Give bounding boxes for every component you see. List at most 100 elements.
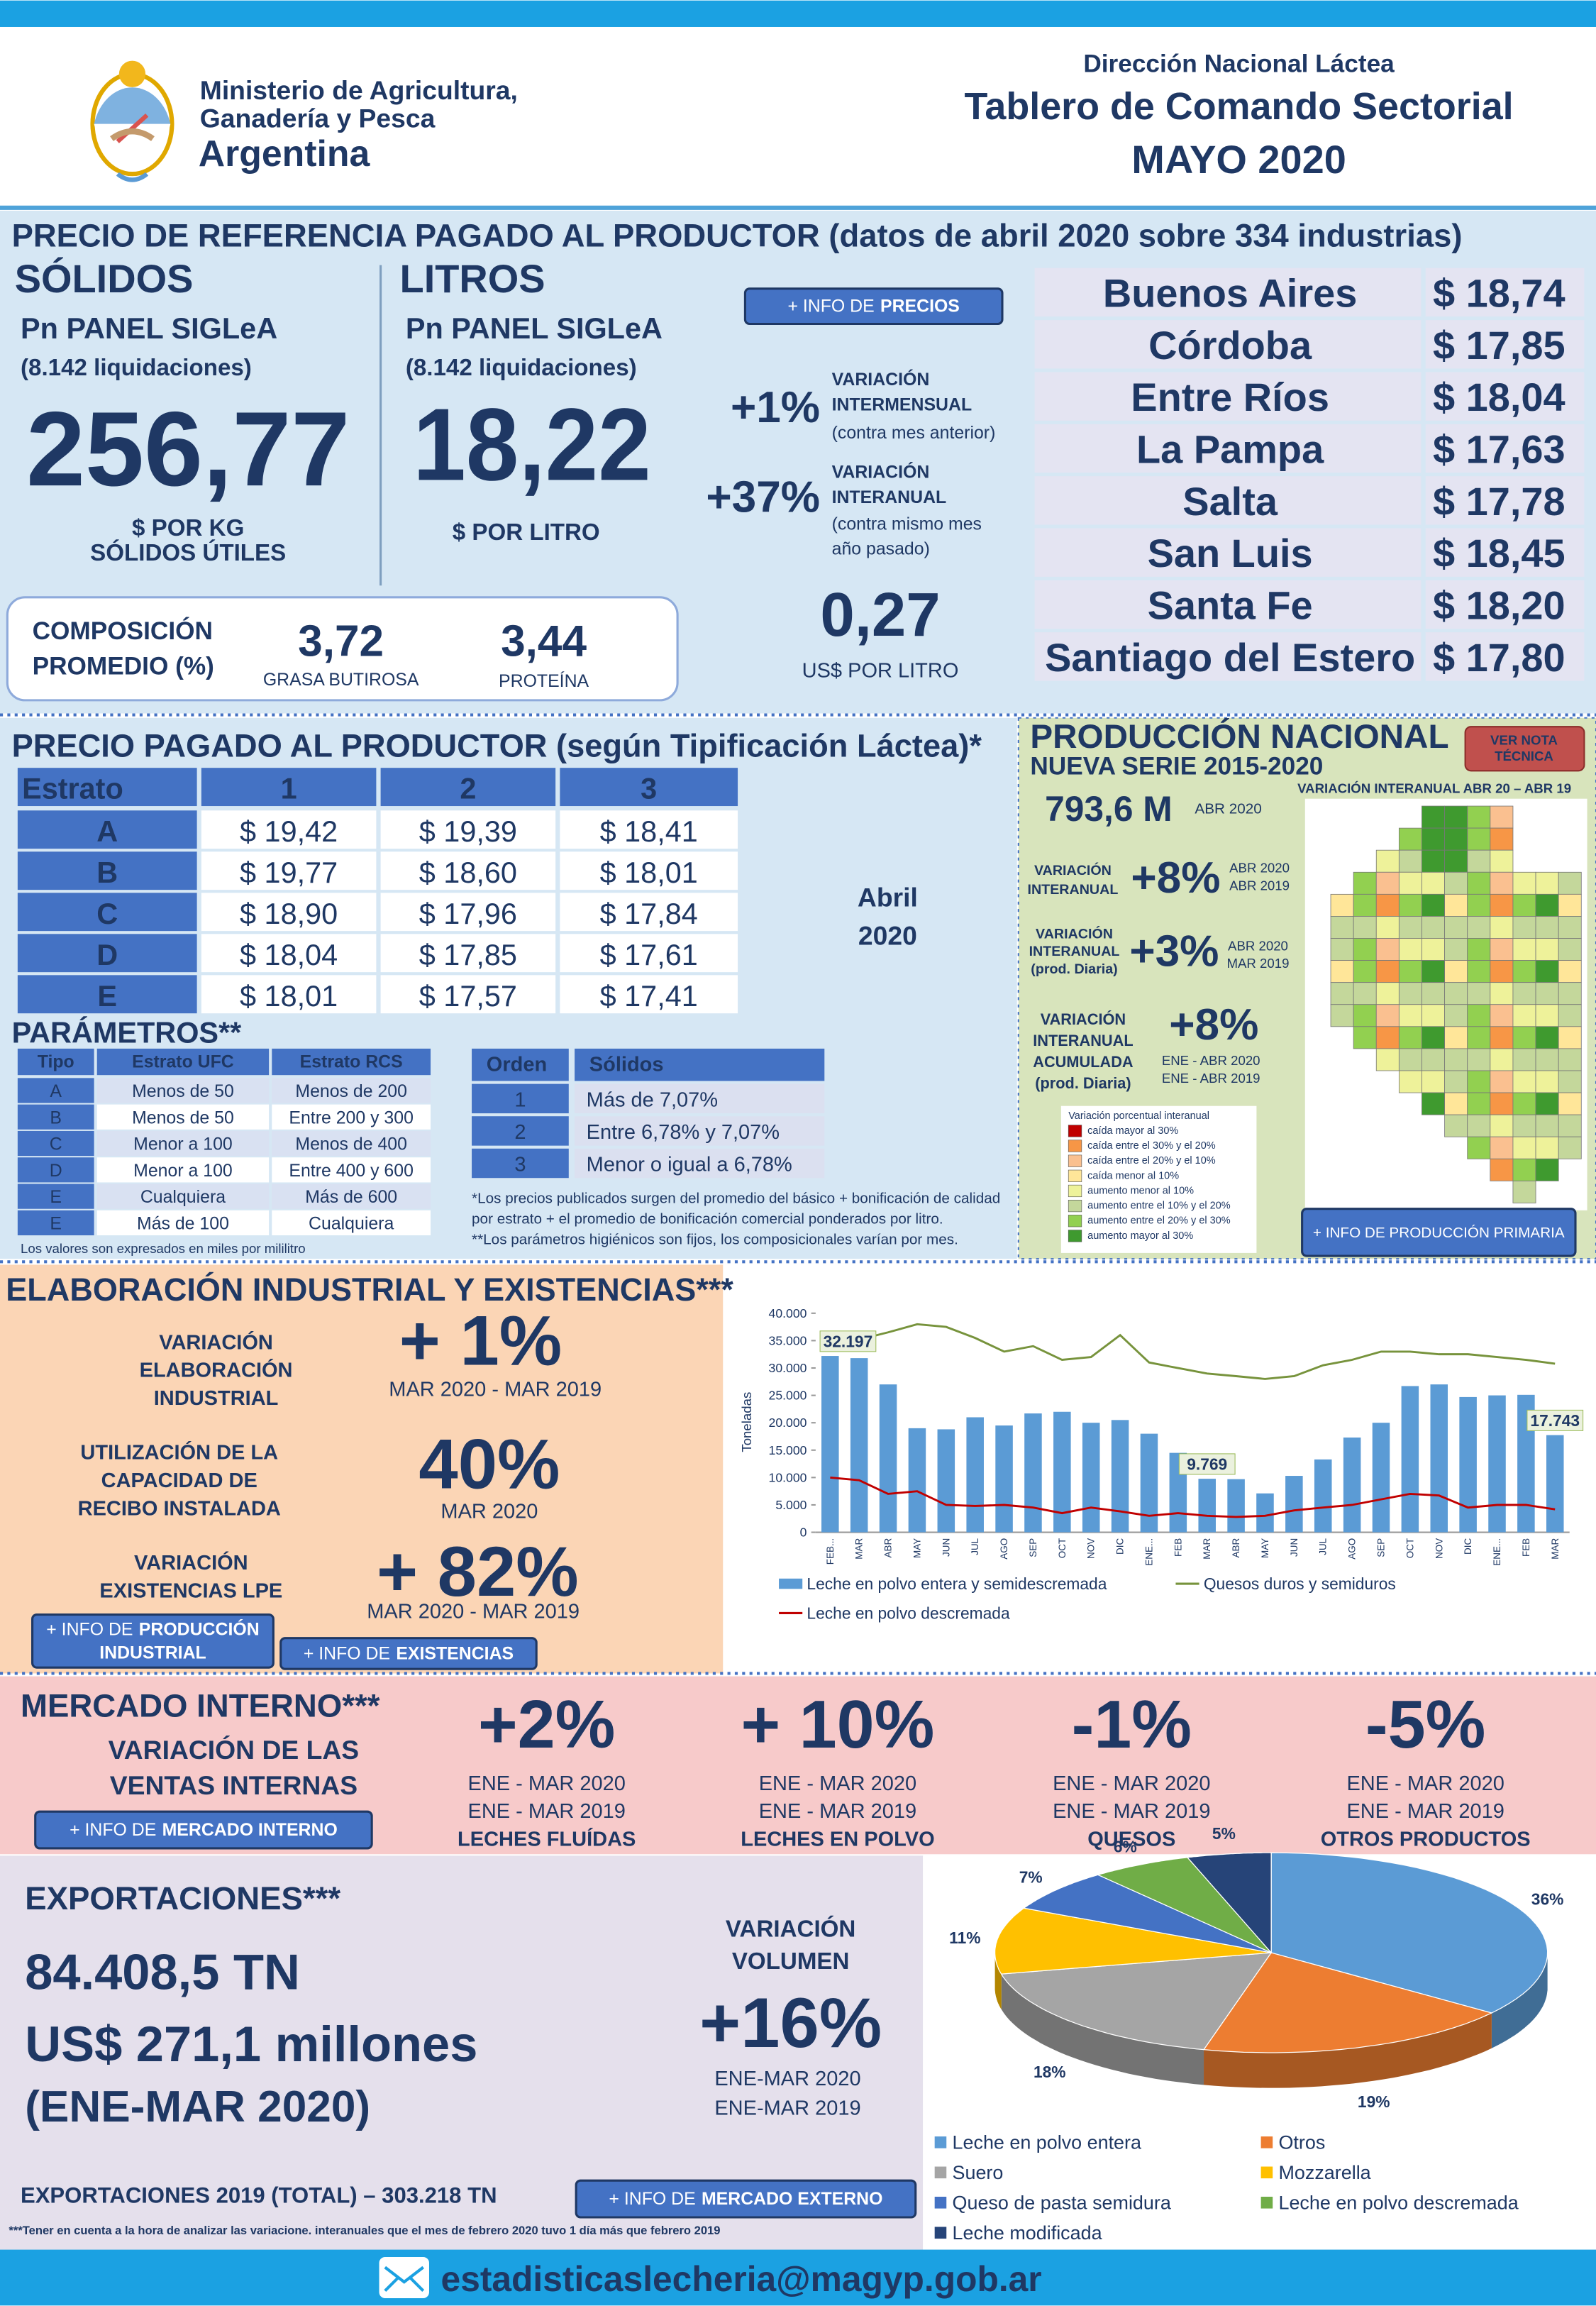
table-value: E bbox=[50, 1213, 62, 1233]
table-header: 2 bbox=[460, 772, 476, 805]
map-region bbox=[1512, 1114, 1536, 1137]
x-tick-label: DIC bbox=[1115, 1538, 1126, 1555]
table-value: C bbox=[50, 1135, 62, 1154]
map-region bbox=[1467, 1114, 1491, 1137]
market-period: ENE - MAR 2020 bbox=[1346, 1772, 1504, 1795]
table-row-label: B bbox=[96, 856, 118, 889]
legend-swatch bbox=[1068, 1230, 1082, 1242]
table-cell bbox=[201, 851, 377, 890]
table-value: A bbox=[50, 1081, 62, 1101]
table-note: Los valores son expresados en miles por … bbox=[21, 1241, 306, 1256]
indicator-period: MAR 2020 bbox=[440, 1501, 538, 1523]
province-cell bbox=[1034, 320, 1422, 369]
x-tick-label: SEP bbox=[1375, 1538, 1386, 1557]
pie-slice bbox=[1202, 1952, 1493, 2053]
map-region bbox=[1422, 938, 1446, 961]
map-region bbox=[1375, 1004, 1400, 1027]
table-cell bbox=[96, 1130, 270, 1157]
line-series bbox=[830, 1323, 1556, 1380]
pie-slice bbox=[1000, 1952, 1273, 2051]
variation-value: +1% bbox=[731, 383, 820, 432]
info-button[interactable]: + INFO DE PRODUCCIÓN INDUSTRIAL bbox=[31, 1613, 275, 1669]
info-button[interactable]: + INFO DE PRECIOS bbox=[743, 287, 1004, 326]
province-price: $ 18,20 bbox=[1433, 583, 1565, 628]
mail-icon-lines bbox=[384, 2266, 425, 2293]
market-period: ENE - MAR 2019 bbox=[1053, 1800, 1210, 1823]
province-price: $ 17,78 bbox=[1433, 479, 1565, 524]
data-label-box bbox=[1526, 1409, 1584, 1431]
info-button[interactable]: + INFO DE MERCADO INTERNO bbox=[34, 1810, 373, 1850]
table-cell bbox=[96, 1078, 270, 1103]
map-region bbox=[1375, 982, 1400, 1005]
bar bbox=[1082, 1423, 1100, 1533]
map-region bbox=[1398, 849, 1422, 873]
section-subtitle: VENTAS INTERNAS bbox=[110, 1770, 358, 1800]
info-button[interactable]: + INFO DE EXISTENCIAS bbox=[279, 1637, 538, 1670]
legend-label: Suero bbox=[953, 2162, 1004, 2183]
table-value: $ 18,01 bbox=[240, 979, 338, 1013]
section-title: PRECIO DE REFERENCIA PAGADO AL PRODUCTOR… bbox=[12, 218, 1463, 254]
info-button[interactable]: + INFO DE MERCADO EXTERNO bbox=[575, 2179, 917, 2219]
table-header: 1 bbox=[281, 772, 297, 805]
bar bbox=[937, 1429, 955, 1533]
market-period: ENE - MAR 2019 bbox=[468, 1800, 626, 1823]
table-period: Abril bbox=[858, 883, 918, 912]
province-cell bbox=[1034, 424, 1422, 473]
section-title: PRODUCCIÓN NACIONAL bbox=[1030, 717, 1448, 756]
table-cell bbox=[96, 1210, 270, 1236]
table-cell bbox=[17, 975, 197, 1014]
map-region bbox=[1490, 1048, 1514, 1071]
bar bbox=[1430, 1384, 1448, 1533]
map-region bbox=[1490, 960, 1514, 983]
dashboard-title: Tablero de Comando Sectorial bbox=[964, 85, 1513, 128]
production-label: (prod. Diaria) bbox=[1031, 961, 1117, 977]
table-value: Menos de 200 bbox=[295, 1081, 407, 1101]
province-cell bbox=[1034, 528, 1422, 577]
table-cell bbox=[560, 893, 738, 932]
pie-label: 19% bbox=[1358, 2092, 1390, 2111]
table-cell bbox=[96, 1157, 270, 1183]
dashboard-period: MAYO 2020 bbox=[1131, 137, 1346, 182]
map-region bbox=[1512, 1048, 1536, 1071]
value-unit: $ POR LITRO bbox=[453, 519, 600, 546]
map-region bbox=[1398, 960, 1422, 983]
data-label: 32.197 bbox=[824, 1332, 873, 1350]
map-region bbox=[1490, 849, 1514, 873]
y-tick-label: 30.000 bbox=[769, 1361, 807, 1375]
production-label: INTERANUAL bbox=[1029, 944, 1120, 959]
legend-swatch bbox=[779, 1578, 803, 1589]
button-label: + INFO DE PRECIOS bbox=[787, 297, 959, 316]
market-value: + 10% bbox=[741, 1687, 935, 1762]
table-header: Estrato bbox=[22, 772, 123, 805]
table-cell bbox=[575, 1148, 825, 1179]
production-label: INTERANUAL bbox=[1028, 882, 1119, 898]
button-box bbox=[279, 1637, 538, 1670]
production-period: ABR 2020 bbox=[1228, 938, 1288, 953]
table-cell bbox=[272, 1078, 431, 1103]
table-cell bbox=[17, 1210, 94, 1236]
variation-value: +37% bbox=[706, 473, 820, 522]
province-price: $ 17,80 bbox=[1433, 635, 1565, 680]
map-region bbox=[1398, 938, 1422, 961]
map-region bbox=[1353, 916, 1377, 939]
info-button[interactable]: + INFO DE PRODUCCIÓN PRIMARIA bbox=[1301, 1208, 1577, 1257]
province-name: San Luis bbox=[1148, 531, 1313, 575]
button-label: INDUSTRIAL bbox=[99, 1643, 206, 1662]
map-region bbox=[1467, 1070, 1491, 1093]
button-label: + INFO DE MERCADO EXTERNO bbox=[609, 2189, 882, 2209]
variation-note: (contra mes anterior) bbox=[832, 423, 996, 443]
legend-title: Variación porcentual interanual bbox=[1068, 1110, 1209, 1122]
map-region bbox=[1558, 982, 1582, 1005]
x-tick-label: JUN bbox=[1289, 1538, 1299, 1557]
map-region bbox=[1467, 1026, 1491, 1049]
indicator-label: CAPACIDAD DE bbox=[101, 1469, 257, 1492]
pie-side bbox=[1204, 2013, 1492, 2088]
note-button[interactable]: VER NOTA TÉCNICA bbox=[1464, 726, 1585, 772]
legend-label: Mozzarella bbox=[1278, 2162, 1370, 2183]
bar bbox=[995, 1425, 1013, 1533]
province-name: Santiago del Estero bbox=[1045, 635, 1415, 680]
panel-heading: SÓLIDOS bbox=[15, 256, 194, 301]
map-region bbox=[1398, 1026, 1422, 1049]
table-cell bbox=[17, 1157, 94, 1183]
map-region bbox=[1512, 1004, 1536, 1027]
